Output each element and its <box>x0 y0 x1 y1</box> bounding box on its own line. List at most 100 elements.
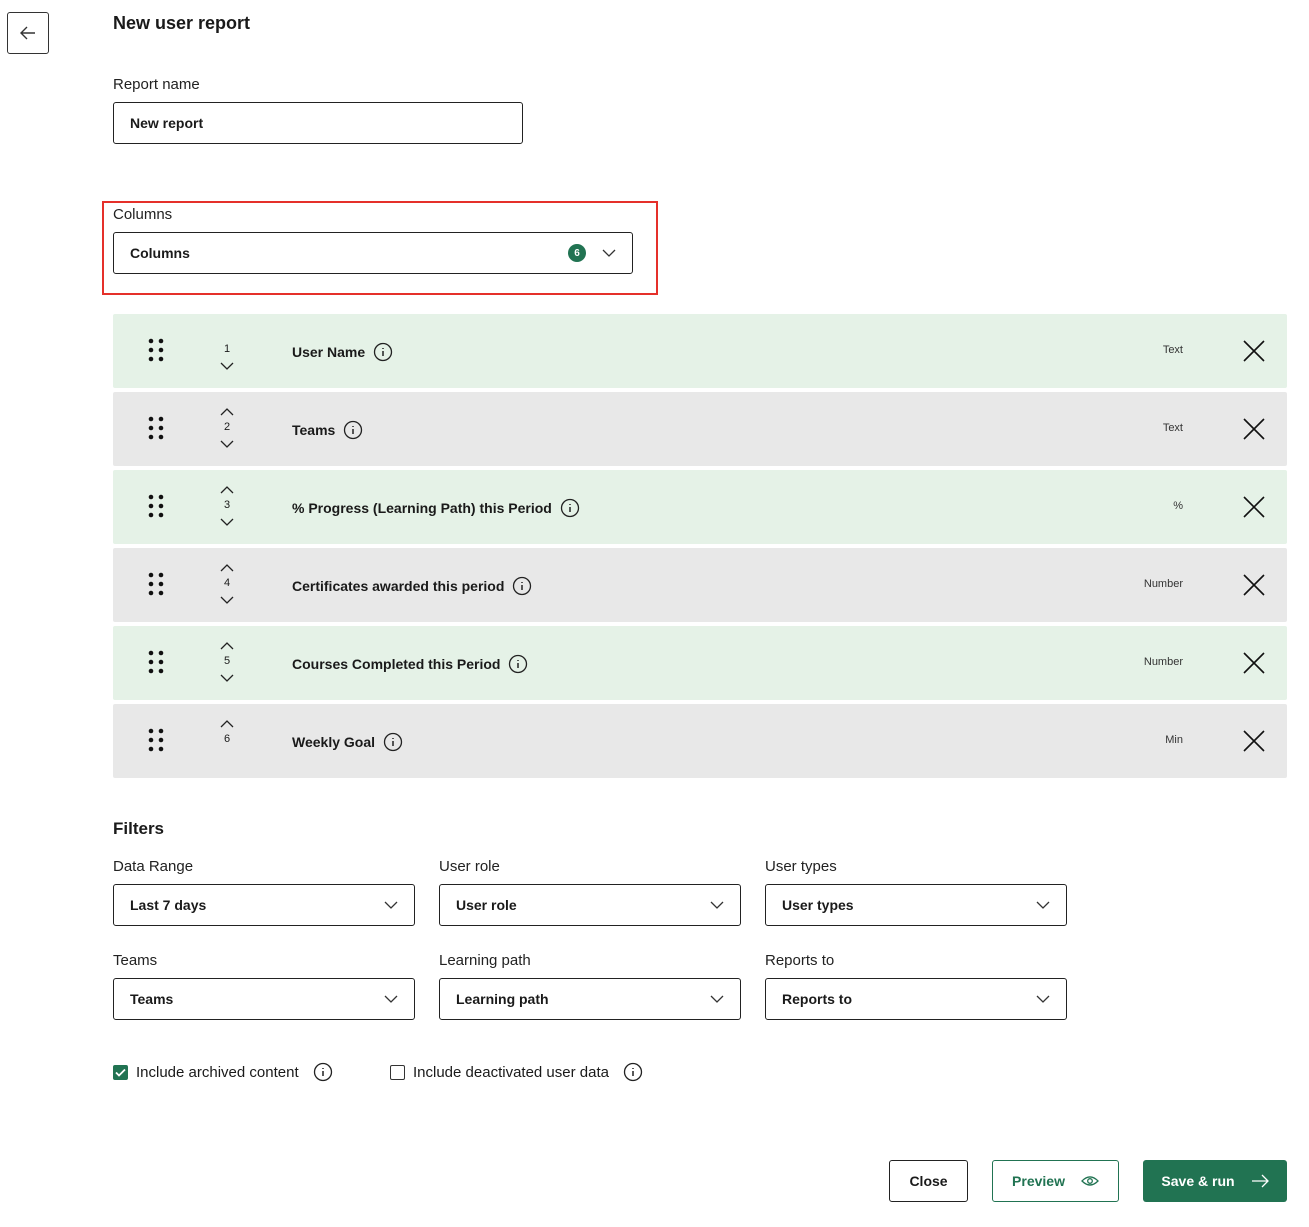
column-type: Text <box>1162 422 1183 434</box>
info-icon[interactable] <box>343 420 363 440</box>
remove-column-icon[interactable] <box>1243 340 1265 362</box>
filter-label: User types <box>765 858 837 875</box>
page-title: New user report <box>113 13 251 33</box>
column-name: Certificates awarded this period <box>292 578 505 594</box>
move-up-chevron-icon[interactable] <box>220 720 234 728</box>
info-icon[interactable] <box>373 342 393 362</box>
move-up-chevron-icon[interactable] <box>220 486 234 494</box>
remove-column-icon[interactable] <box>1243 730 1265 752</box>
move-down-chevron-icon[interactable] <box>220 518 234 526</box>
save-run-label: Save & run <box>1161 1173 1235 1189</box>
move-down-chevron-icon[interactable] <box>220 362 234 370</box>
move-up-chevron-icon[interactable] <box>220 408 234 416</box>
column-type: Number <box>1143 578 1183 590</box>
filter-label: Reports to <box>765 952 835 969</box>
back-button[interactable] <box>7 12 49 54</box>
close-label: Close <box>909 1173 948 1189</box>
drag-handle-icon[interactable] <box>148 728 164 754</box>
drag-handle-icon[interactable] <box>148 494 164 520</box>
info-icon[interactable] <box>508 654 528 674</box>
info-icon[interactable] <box>512 576 532 596</box>
column-index: 2 <box>223 421 231 433</box>
move-up-chevron-icon[interactable] <box>220 564 234 572</box>
move-up-chevron-icon[interactable] <box>220 642 234 650</box>
column-type: % <box>1173 500 1183 512</box>
columns-count-badge: 6 <box>568 244 586 262</box>
info-icon[interactable] <box>560 498 580 518</box>
move-down-chevron-icon[interactable] <box>220 440 234 448</box>
filter-select[interactable]: Last 7 days <box>113 884 415 926</box>
filter-value: Learning path <box>456 991 549 1007</box>
filter-label: Teams <box>113 952 158 969</box>
column-index: 4 <box>223 577 231 589</box>
chevron-down-icon <box>710 995 724 1003</box>
columns-label: Columns <box>113 206 173 223</box>
filter-label: Learning path <box>439 952 531 969</box>
remove-column-icon[interactable] <box>1243 652 1265 674</box>
drag-handle-icon[interactable] <box>148 572 164 598</box>
drag-handle-icon[interactable] <box>148 650 164 676</box>
column-name: User Name <box>292 344 366 360</box>
move-down-chevron-icon[interactable] <box>220 596 234 604</box>
column-name: Weekly Goal <box>292 734 376 750</box>
eye-icon <box>1081 1176 1099 1186</box>
filter-select[interactable]: Learning path <box>439 978 741 1020</box>
archived-label: Include archived content <box>136 1063 299 1081</box>
column-name: Courses Completed this Period <box>292 656 501 672</box>
filter-select[interactable]: User role <box>439 884 741 926</box>
arrow-right-icon <box>1251 1174 1269 1188</box>
report-name-input[interactable]: New report <box>113 102 523 144</box>
remove-column-icon[interactable] <box>1243 418 1265 440</box>
filters-title: Filters <box>113 819 165 838</box>
remove-column-icon[interactable] <box>1243 574 1265 596</box>
chevron-down-icon <box>710 901 724 909</box>
columns-select[interactable]: Columns 6 <box>113 232 633 274</box>
column-type: Number <box>1143 656 1183 668</box>
column-row: 4 Certificates awarded this period Number <box>113 548 1287 622</box>
close-button[interactable]: Close <box>889 1160 968 1202</box>
save-run-button[interactable]: Save & run <box>1143 1160 1287 1202</box>
filter-value: Reports to <box>782 991 852 1007</box>
column-index: 6 <box>223 733 231 745</box>
report-name-label: Report name <box>113 76 200 93</box>
chevron-down-icon <box>602 249 616 257</box>
remove-column-icon[interactable] <box>1243 496 1265 518</box>
filter-select[interactable]: User types <box>765 884 1067 926</box>
filter-select[interactable]: Reports to <box>765 978 1067 1020</box>
drag-handle-icon[interactable] <box>148 416 164 442</box>
filter-select[interactable]: Teams <box>113 978 415 1020</box>
column-row: 6 Weekly Goal Min <box>113 704 1287 778</box>
column-row: 3 % Progress (Learning Path) this Period% <box>113 470 1287 544</box>
column-name: Teams <box>292 422 336 438</box>
column-row: 2 Teams Text <box>113 392 1287 466</box>
filter-value: User types <box>782 897 854 913</box>
preview-button[interactable]: Preview <box>992 1160 1119 1202</box>
column-row: 1 User Name Text <box>113 314 1287 388</box>
arrow-left-icon <box>20 26 35 40</box>
highlight-box <box>102 201 658 295</box>
info-icon[interactable] <box>313 1062 333 1082</box>
move-down-chevron-icon[interactable] <box>220 674 234 682</box>
filter-label: Data Range <box>113 858 194 875</box>
drag-handle-icon[interactable] <box>148 338 164 364</box>
column-index: 5 <box>223 655 231 667</box>
chevron-down-icon <box>384 901 398 909</box>
info-icon[interactable] <box>623 1062 643 1082</box>
column-row: 5 Courses Completed this Period Number <box>113 626 1287 700</box>
archived-checkbox[interactable] <box>113 1064 128 1080</box>
chevron-down-icon <box>384 995 398 1003</box>
deactivated-checkbox[interactable] <box>390 1064 405 1080</box>
filter-label: User role <box>439 858 500 875</box>
include-archived-option[interactable]: Include archived content <box>113 1062 333 1082</box>
column-name: % Progress (Learning Path) this Period <box>292 500 552 516</box>
preview-label: Preview <box>1012 1173 1065 1189</box>
column-index: 3 <box>223 499 231 511</box>
column-type: Min <box>1165 734 1183 746</box>
include-deactivated-option[interactable]: Include deactivated user data <box>390 1062 643 1082</box>
filter-value: Teams <box>130 991 174 1007</box>
filter-value: Last 7 days <box>130 897 207 913</box>
column-index: 1 <box>223 343 231 355</box>
chevron-down-icon <box>1036 901 1050 909</box>
column-type: Text <box>1162 344 1183 356</box>
info-icon[interactable] <box>383 732 403 752</box>
